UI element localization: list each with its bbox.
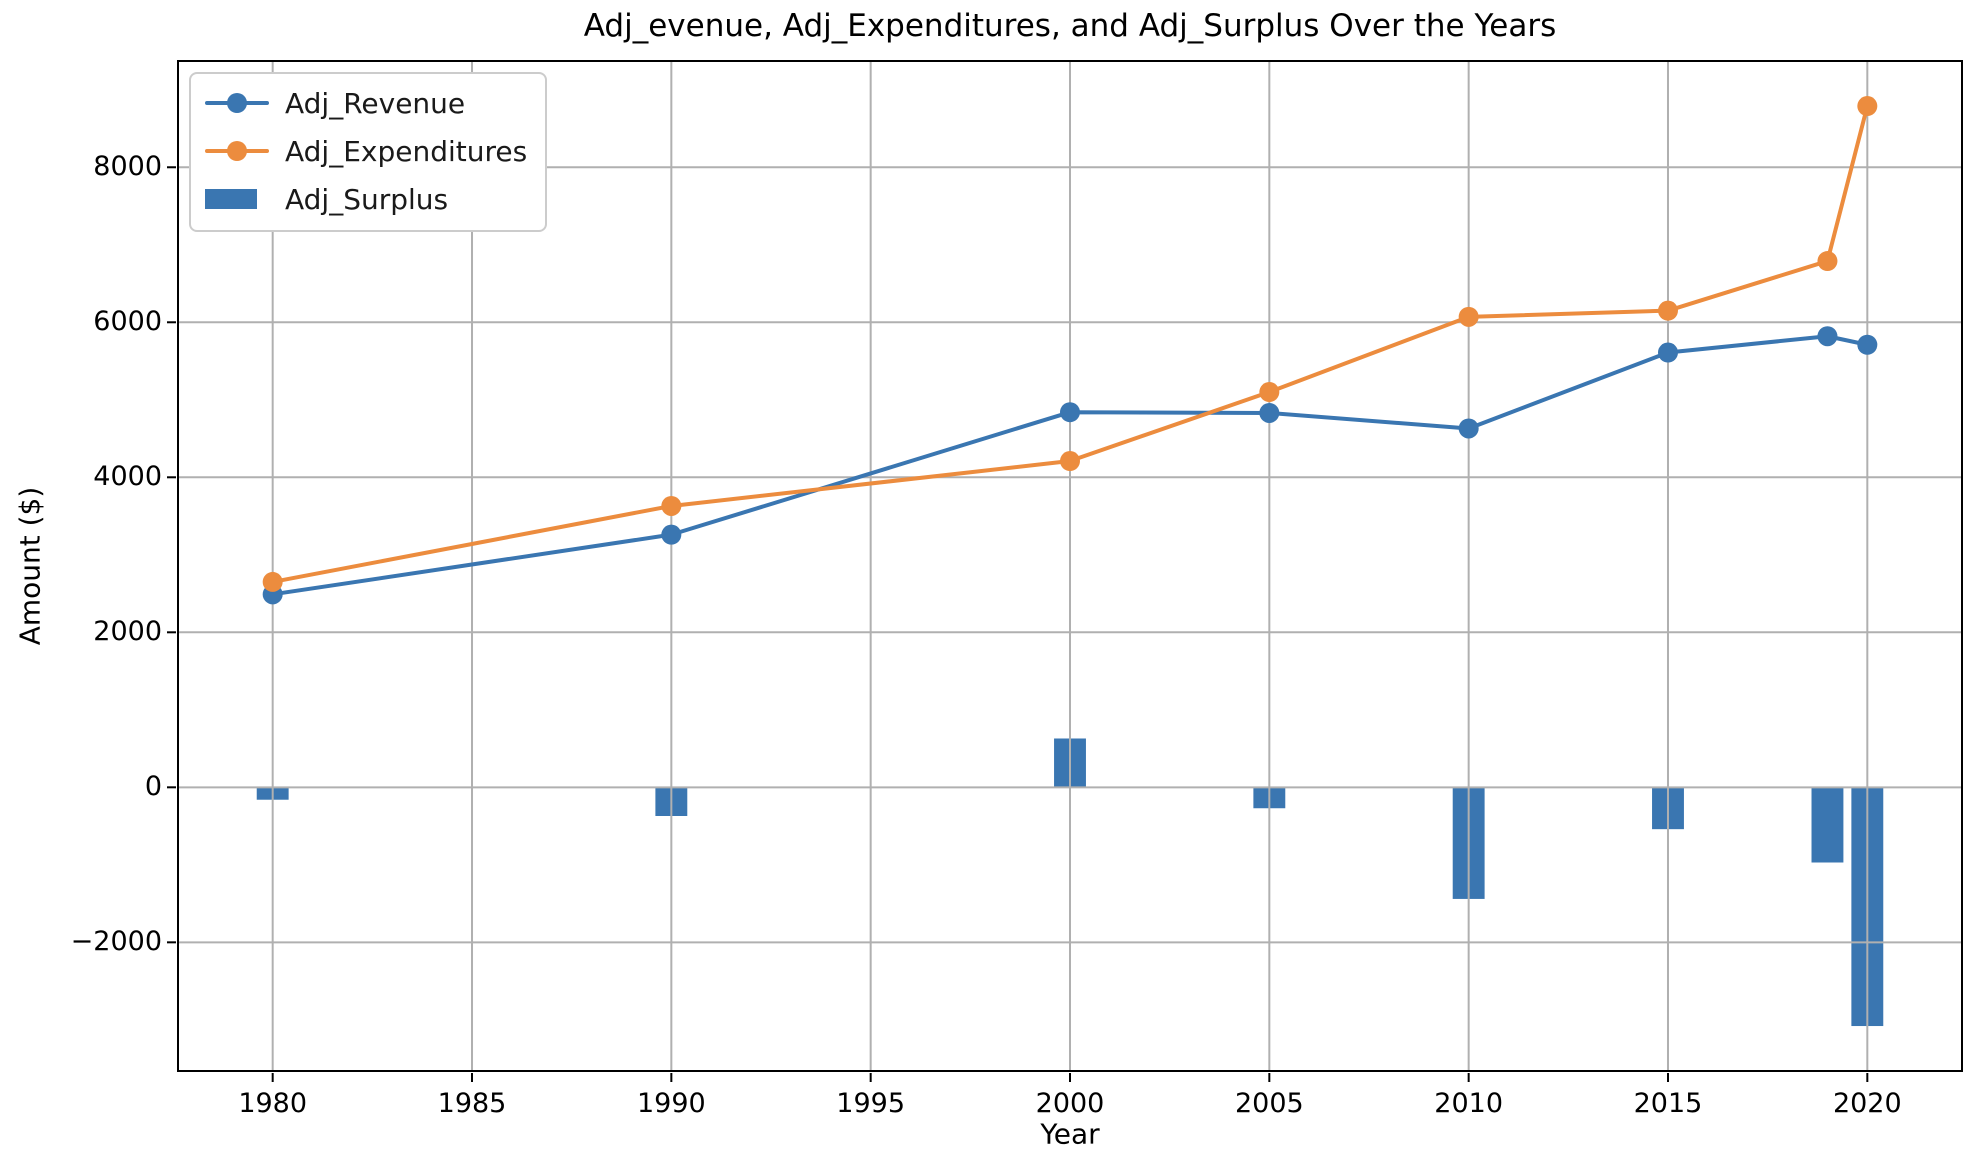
x-tick-label: 2005	[1234, 1088, 1304, 1119]
x-tick-label: 2000	[1035, 1088, 1105, 1119]
chart-title: Adj_evenue, Adj_Expenditures, and Adj_Su…	[583, 8, 1557, 44]
surplus-bar	[1811, 787, 1844, 863]
adj_revenue-marker	[1458, 418, 1479, 439]
legend-item-revenue: Adj_Revenue	[205, 82, 527, 124]
legend-label-revenue: Adj_Revenue	[285, 86, 466, 120]
y-tick-label: 0	[144, 771, 162, 803]
x-tick-label: 1990	[636, 1088, 706, 1119]
adj_revenue-marker	[1857, 334, 1878, 355]
legend-line-marker-swatch-revenue	[205, 91, 269, 115]
x-tick-label: 2015	[1633, 1088, 1703, 1119]
x-tick-label: 2020	[1832, 1088, 1902, 1119]
x-tick-label: 1980	[238, 1088, 308, 1119]
adj_expenditures-marker	[1657, 300, 1678, 321]
adj_revenue-line	[270, 334, 1870, 597]
legend: Adj_Revenue Adj_Expenditures Adj_Surplus	[189, 72, 548, 232]
legend-line-marker-swatch-expenditures	[205, 139, 269, 163]
adj_expenditures-marker	[262, 571, 283, 592]
adj_expenditures-marker	[1857, 96, 1878, 117]
y-tick-label: 4000	[93, 461, 162, 493]
x-tick-label: 2010	[1434, 1088, 1504, 1119]
legend-label-surplus: Adj_Surplus	[285, 182, 449, 216]
adj_expenditures-line	[270, 104, 1870, 584]
adj_revenue-marker	[661, 524, 682, 545]
adj_expenditures-marker	[1817, 251, 1838, 272]
legend-item-expenditures: Adj_Expenditures	[205, 130, 527, 172]
adj_revenue-marker	[1060, 402, 1080, 423]
x-tick-label: 1995	[836, 1088, 906, 1119]
adj_expenditures-marker	[661, 495, 682, 516]
x-tick-label: 1985	[437, 1088, 507, 1119]
adj_expenditures-marker	[1458, 306, 1479, 327]
legend-item-surplus: Adj_Surplus	[205, 178, 527, 220]
x-axis-label: Year	[1040, 1117, 1100, 1151]
adj_revenue-marker	[1259, 402, 1280, 423]
y-tick-label: 8000	[93, 151, 162, 183]
adj_expenditures-marker	[1259, 382, 1280, 403]
legend-label-expenditures: Adj_Expenditures	[285, 134, 528, 168]
y-tick-label: −2000	[70, 926, 162, 958]
adj_revenue-marker	[1817, 326, 1838, 347]
adj_expenditures-marker	[1060, 451, 1080, 472]
y-tick-label: 2000	[93, 616, 162, 648]
legend-bar-swatch-surplus	[205, 189, 257, 209]
y-tick-label: 6000	[93, 306, 162, 338]
adj_revenue-marker	[1657, 342, 1678, 363]
plot-border	[177, 60, 1963, 1072]
